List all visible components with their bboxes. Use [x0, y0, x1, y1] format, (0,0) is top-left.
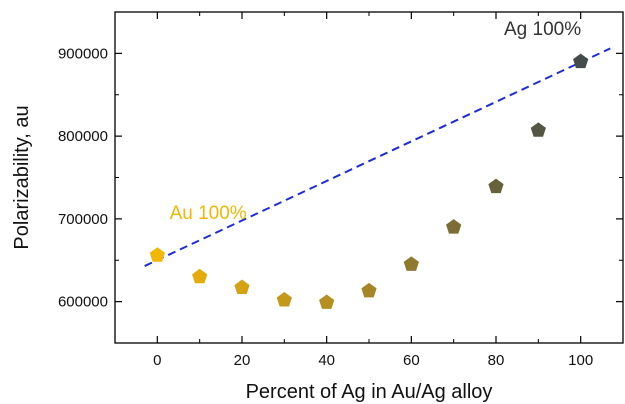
y-tick-label: 600000 — [58, 294, 108, 311]
data-point — [403, 256, 419, 271]
data-point — [446, 219, 462, 234]
axis-ticks — [115, 11, 624, 343]
data-point — [319, 294, 335, 309]
y-axis-title: Polarizability, au — [11, 105, 33, 249]
data-point — [573, 53, 589, 69]
annotation-label: Ag 100% — [504, 19, 581, 40]
data-point — [488, 178, 504, 194]
x-tick-label: 0 — [153, 352, 161, 369]
data-point — [361, 282, 377, 298]
data-point — [234, 279, 250, 295]
data-point — [276, 291, 292, 307]
x-tick-label: 20 — [234, 352, 251, 369]
y-tick-label: 900000 — [58, 45, 108, 62]
tick-labels: 0 20 40 60 80 100 600000 700000 800000 900000 — [58, 45, 593, 369]
data-point — [192, 268, 208, 284]
trend-line — [144, 47, 611, 267]
data-points — [149, 53, 589, 309]
annotation-label: Au 100% — [170, 203, 247, 224]
data-point — [530, 122, 546, 137]
annotations: Au 100% Ag 100% — [170, 19, 582, 224]
y-tick-label: 800000 — [58, 128, 108, 145]
x-axis-title: Percent of Ag in Au/Ag alloy — [246, 381, 493, 403]
data-point — [149, 247, 165, 262]
x-tick-label: 80 — [488, 352, 505, 369]
y-tick-label: 700000 — [58, 211, 108, 228]
x-tick-label: 100 — [568, 352, 593, 369]
x-tick-label: 40 — [318, 352, 335, 369]
x-tick-label: 60 — [403, 352, 420, 369]
